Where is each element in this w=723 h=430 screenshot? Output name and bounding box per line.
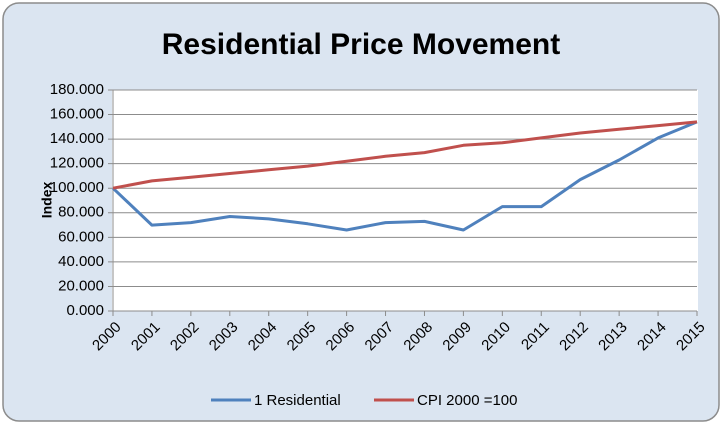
y-tick-label: 140.000 (50, 130, 104, 147)
y-tick-label: 160.000 (50, 106, 104, 123)
line-series (112, 120, 698, 190)
chart-title: Residential Price Movement (162, 28, 560, 61)
y-tick-label: 100.000 (50, 179, 104, 196)
y-axis-label: Index (39, 182, 55, 219)
plot-area (112, 90, 698, 311)
y-tick-label: 80.000 (58, 204, 104, 221)
y-tick-label: 120.000 (50, 155, 104, 172)
y-tick-label: 60.000 (58, 228, 104, 245)
legend-label: CPI 2000 =100 (417, 392, 518, 409)
legend-label: 1 Residential (254, 392, 341, 409)
y-tick-label: 180.000 (50, 81, 104, 98)
y-tick-label: 40.000 (58, 253, 104, 270)
line-series (111, 120, 698, 232)
y-tick-label: 0.000 (66, 302, 104, 319)
y-tick-label: 20.000 (58, 277, 104, 294)
